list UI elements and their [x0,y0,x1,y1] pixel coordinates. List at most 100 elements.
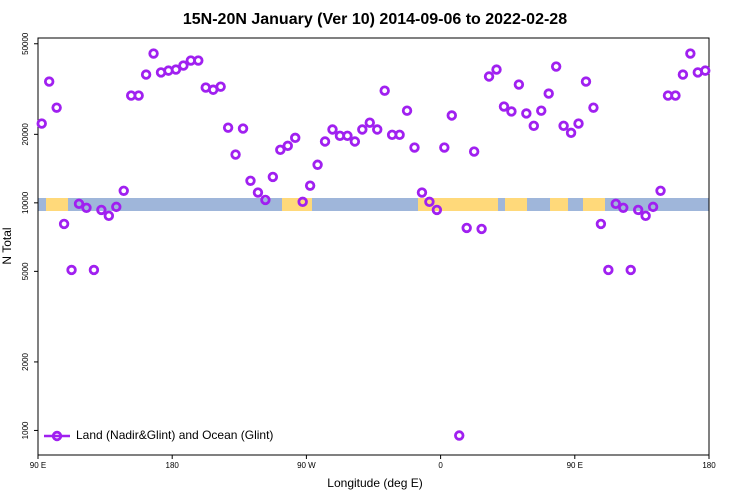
y-tick-label: 10000 [21,191,30,214]
data-point [51,102,62,113]
data-point [491,64,502,75]
data-point [364,117,375,128]
data-point [550,61,562,72]
data-point [282,140,293,152]
data-point [700,65,711,76]
plot-frame [37,37,710,456]
data-point [558,120,569,132]
x-tick-label: 180 [166,461,180,470]
data-point [580,76,592,87]
data-point [632,204,644,216]
data-point [193,55,204,66]
data-point [394,129,405,141]
data-point [677,69,689,80]
legend-label: Land (Nadir&Glint) and Ocean (Glint) [76,428,273,442]
data-point [297,196,308,208]
data-point [625,264,636,276]
data-point [565,127,577,139]
data-point [528,120,539,132]
data-point [178,60,189,71]
data-point [88,264,100,276]
data-point [312,159,323,170]
data-point [327,124,338,135]
data-point [237,123,249,134]
data-point [468,146,480,157]
data-point [140,69,152,80]
data-point [66,264,77,276]
data-point [588,102,599,113]
legend-marker [51,430,63,442]
x-tick-label: 90 E [30,461,46,470]
data-point [543,88,554,99]
data-point [81,202,92,214]
data-point [610,198,622,210]
data-point [655,185,666,196]
data-point [603,264,614,276]
y-tick-label: 20000 [21,123,30,146]
data-point [372,124,383,135]
data-point [506,106,517,117]
data-point [267,171,279,183]
chart-title: 15N-20N January (Ver 10) 2014-09-06 to 2… [183,11,567,28]
data-point [36,118,47,129]
data-point [401,105,413,116]
data-point [640,210,651,222]
data-point [260,194,271,206]
y-tick-label: 50000 [21,32,30,55]
data-point [536,105,547,116]
data-point [215,81,226,92]
y-axis-label: N Total [0,227,14,264]
data-point [379,85,390,96]
data-point [573,118,584,129]
data-point [58,218,70,230]
data-point [513,79,525,90]
data-point [252,187,264,198]
data-point [618,202,629,214]
data-point [476,223,487,235]
x-axis-label: Longitude (deg E) [327,476,422,490]
data-point [454,430,465,441]
x-tick-label: 90 E [567,461,583,470]
data-point [73,198,85,210]
data-point [409,142,420,153]
x-tick-label: 90 W [297,461,316,470]
data-point [349,136,361,147]
data-point [304,180,316,191]
data-point [96,204,107,216]
data-point [521,108,532,119]
data-point [431,204,443,216]
data-point [446,110,457,121]
y-tick-label: 2000 [21,352,30,370]
data-point [647,201,659,213]
data-point [416,187,428,198]
data-point [133,90,144,101]
data-point [595,218,607,230]
data-point [245,175,256,186]
data-point [275,144,286,156]
data-point [319,136,331,147]
data-point [342,130,353,142]
data-point [498,101,510,112]
data-point [111,201,122,213]
data-point [170,64,182,75]
data-point [118,185,129,196]
data-point [424,196,435,208]
y-tick-label: 5000 [21,262,30,280]
x-tick-label: 0 [438,461,443,470]
data-point [461,222,472,234]
data-point [685,48,696,59]
data-point [43,76,55,87]
data-point [357,124,368,135]
data-point [483,71,495,82]
map-strip [38,198,709,211]
data-point [230,149,241,160]
data-point [670,90,681,101]
data-point [290,132,301,144]
data-point [148,48,159,59]
data-point [439,142,450,153]
data-point [103,210,115,222]
y-tick-label: 1000 [21,421,30,439]
data-point [222,122,234,133]
x-tick-label: 180 [702,461,716,470]
